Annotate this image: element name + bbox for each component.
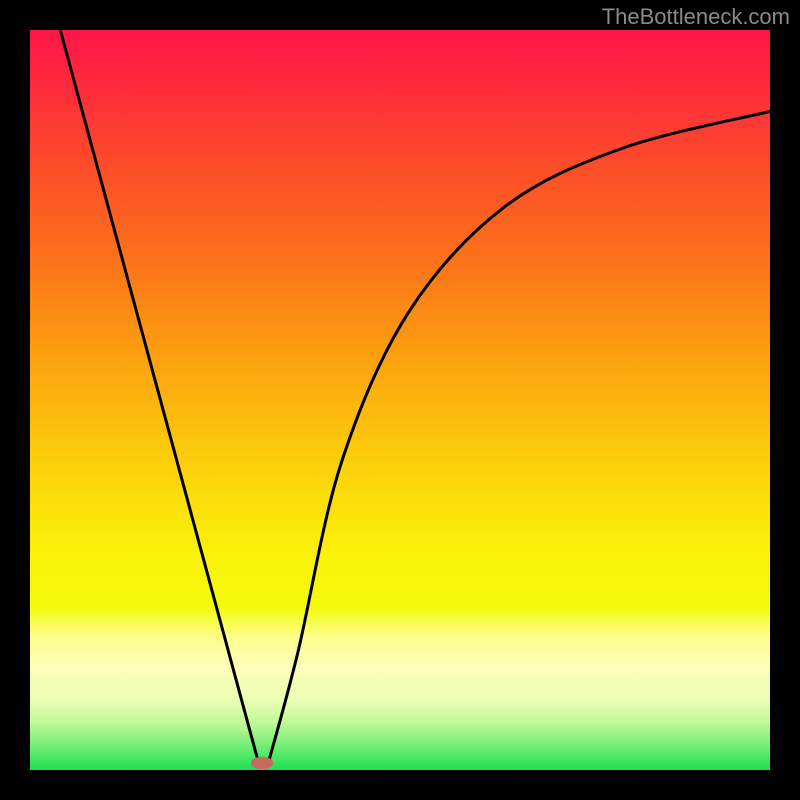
chart-plot-area [30, 30, 770, 770]
watermark-text: TheBottleneck.com [602, 4, 790, 30]
chart-background [30, 30, 770, 770]
chart-svg [30, 30, 770, 770]
minimum-marker [251, 757, 273, 769]
